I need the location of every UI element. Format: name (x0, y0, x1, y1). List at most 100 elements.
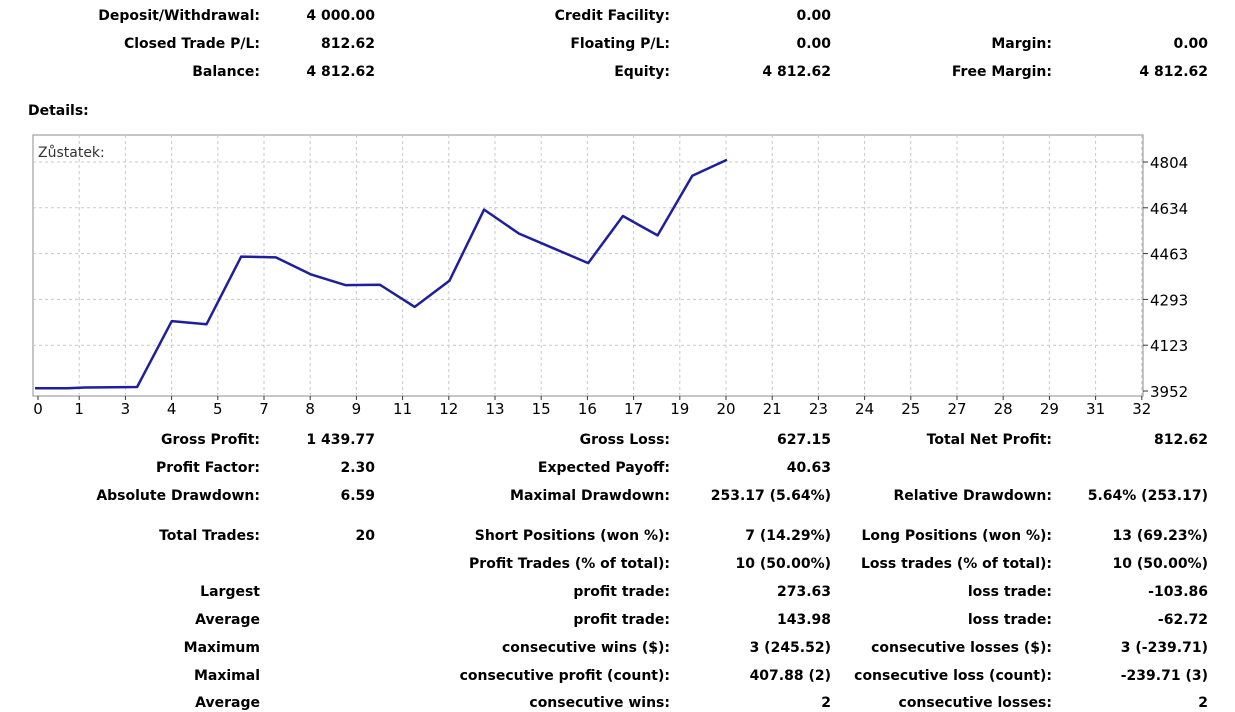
maximal-consecutive-profit-label: consecutive profit (count): (459, 668, 670, 684)
profit-trades-label: Profit Trades (% of total): (469, 556, 670, 572)
expected-payoff-value: 40.63 (786, 460, 831, 476)
x-tick-label: 0 (33, 400, 43, 418)
y-tick-label: 4804 (1150, 154, 1188, 172)
average-loss-label: loss trade: (967, 612, 1052, 628)
x-tick-label: 3 (121, 400, 131, 418)
x-tick-label: 13 (485, 400, 504, 418)
absolute-drawdown-label: Absolute Drawdown: (96, 488, 260, 504)
x-tick-label: 16 (578, 400, 597, 418)
loss-trades-value: 10 (50.00%) (1112, 556, 1208, 572)
balance-series-line (35, 158, 728, 390)
y-tick-label: 3952 (1150, 383, 1188, 401)
average-loss-value: -62.72 (1157, 612, 1208, 628)
total-trades-value: 20 (355, 528, 375, 544)
gross-loss-value: 627.15 (776, 432, 831, 448)
x-tick-label: 29 (1040, 400, 1059, 418)
gross-loss-label: Gross Loss: (579, 432, 670, 448)
long-positions-label: Long Positions (won %): (861, 528, 1052, 544)
balance-chart: 0 1 3 4 5 7 8 9 11 12 13 15 16 17 19 20 21 23 24 25 27 28 29 31… (32, 134, 1188, 418)
equity-value: 4 812.62 (762, 64, 831, 80)
largest-profit-value: 273.63 (776, 584, 831, 600)
free-margin-value: 4 812.62 (1139, 64, 1208, 80)
avg-consecutive-losses-label: consecutive losses: (898, 695, 1052, 711)
x-tick-label: 15 (532, 400, 551, 418)
x-tick-label: 28 (994, 400, 1013, 418)
x-tick-label: 27 (947, 400, 966, 418)
closed-pl-label: Closed Trade P/L: (123, 36, 260, 52)
total-trades-label: Total Trades: (159, 528, 260, 544)
max-consecutive-wins-label: consecutive wins ($): (501, 640, 670, 656)
x-tick-label: 7 (259, 400, 269, 418)
y-tick-label: 4293 (1150, 291, 1188, 309)
loss-trades-label: Loss trades (% of total): (861, 556, 1052, 572)
largest-profit-label: profit trade: (573, 584, 670, 600)
profit-factor-label: Profit Factor: (155, 460, 260, 476)
x-tick-label: 32 (1132, 400, 1151, 418)
deposit-label: Deposit/Withdrawal: (98, 8, 260, 24)
profit-factor-value: 2.30 (340, 460, 375, 476)
x-tick-label: 8 (305, 400, 315, 418)
free-margin-label: Free Margin: (951, 64, 1052, 80)
x-tick-label: 5 (213, 400, 223, 418)
x-tick-label: 21 (763, 400, 782, 418)
margin-label: Margin: (991, 36, 1052, 52)
equity-label: Equity: (614, 64, 670, 80)
average-profit-value: 143.98 (776, 612, 831, 628)
x-tick-label: 1 (74, 400, 84, 418)
credit-label: Credit Facility: (554, 8, 670, 24)
relative-drawdown-value: 5.64% (253.17) (1087, 488, 1208, 504)
maximal-label: Maximal (193, 668, 260, 684)
x-tick-label: 9 (352, 400, 362, 418)
max-consecutive-wins-value: 3 (245.52) (749, 640, 831, 656)
avg-consecutive-wins-label: consecutive wins: (529, 695, 670, 711)
long-positions-value: 13 (69.23%) (1112, 528, 1208, 544)
deposit-value: 4 000.00 (306, 8, 375, 24)
x-tick-label: 4 (167, 400, 177, 418)
y-tick-label: 4463 (1150, 246, 1188, 264)
maximal-consecutive-loss-label: consecutive loss (count): (854, 668, 1052, 684)
largest-loss-value: -103.86 (1148, 584, 1208, 600)
average-consecutive-label: Average (195, 695, 260, 711)
x-tick-label: 31 (1086, 400, 1105, 418)
profit-trades-value: 10 (50.00%) (735, 556, 831, 572)
x-tick-label: 20 (716, 400, 735, 418)
largest-label: Largest (200, 584, 260, 600)
x-tick-label: 11 (393, 400, 412, 418)
balance-value: 4 812.62 (306, 64, 375, 80)
maximal-drawdown-value: 253.17 (5.64%) (710, 488, 831, 504)
x-tick-label: 23 (809, 400, 828, 418)
short-positions-label: Short Positions (won %): (474, 528, 670, 544)
average-profit-label: profit trade: (573, 612, 670, 628)
margin-value: 0.00 (1173, 36, 1208, 52)
gross-profit-value: 1 439.77 (306, 432, 375, 448)
x-tick-label: 12 (439, 400, 458, 418)
maximal-drawdown-label: Maximal Drawdown: (510, 488, 670, 504)
total-net-profit-label: Total Net Profit: (926, 432, 1052, 448)
closed-pl-value: 812.62 (320, 36, 375, 52)
maximal-consecutive-loss-value: -239.71 (3) (1120, 668, 1208, 684)
details-label: Details: (28, 103, 89, 119)
x-tick-label: 19 (670, 400, 689, 418)
credit-value: 0.00 (796, 8, 831, 24)
average-label: Average (195, 612, 260, 628)
maximal-consecutive-profit-value: 407.88 (2) (749, 668, 831, 684)
largest-loss-label: loss trade: (967, 584, 1052, 600)
avg-consecutive-wins-value: 2 (821, 695, 831, 711)
expected-payoff-label: Expected Payoff: (537, 460, 670, 476)
total-net-profit-value: 812.62 (1153, 432, 1208, 448)
chart-title: Zůstatek: (38, 145, 105, 161)
avg-consecutive-losses-value: 2 (1198, 695, 1208, 711)
y-tick-label: 4123 (1150, 337, 1188, 355)
x-tick-label: 17 (624, 400, 643, 418)
chart-frame (32, 134, 1144, 397)
relative-drawdown-label: Relative Drawdown: (893, 488, 1052, 504)
balance-label: Balance: (192, 64, 260, 80)
x-tick-label: 24 (855, 400, 874, 418)
max-consecutive-losses-value: 3 (-239.71) (1120, 640, 1208, 656)
y-tick-label: 4634 (1150, 200, 1188, 218)
short-positions-value: 7 (14.29%) (745, 528, 831, 544)
gross-profit-label: Gross Profit: (160, 432, 260, 448)
floating-pl-label: Floating P/L: (570, 36, 670, 52)
floating-pl-value: 0.00 (796, 36, 831, 52)
x-tick-label: 25 (901, 400, 920, 418)
